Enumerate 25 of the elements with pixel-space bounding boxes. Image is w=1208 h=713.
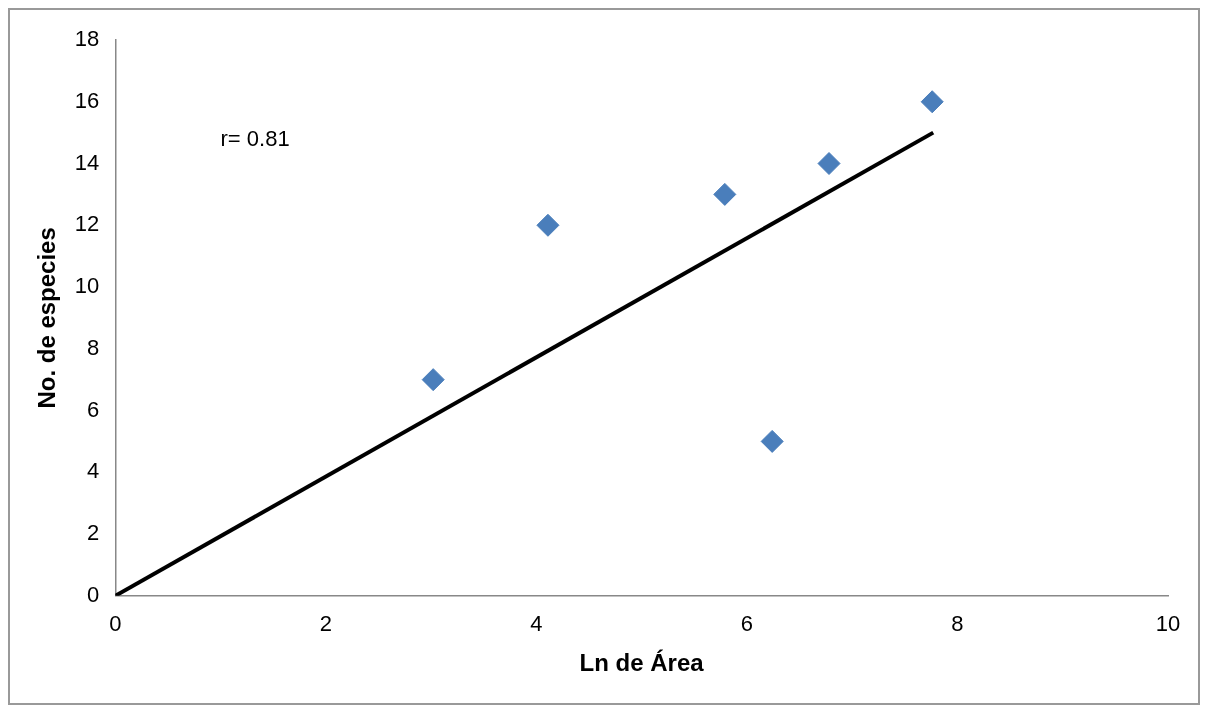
y-tick-label: 18 [74,26,100,52]
y-tick-label: 12 [74,211,100,237]
annotation: r= 0.81 [220,126,290,152]
point [421,368,445,392]
y-tick-label: 0 [87,581,100,607]
x-tick-label: 0 [109,611,122,637]
x-tick-label: 4 [530,611,543,637]
y-tick-label: 8 [87,334,100,360]
y-tick-label: 2 [87,520,100,546]
x-tick-label: 8 [951,611,964,637]
point [536,213,560,237]
y-tick-label: 4 [87,458,100,484]
y-axis-title: No. de especies [33,227,61,409]
y-tick-label: 16 [74,87,100,113]
point [713,182,737,206]
y-tick-label: 6 [87,396,100,422]
point [817,152,841,176]
point [760,429,784,453]
point [920,90,944,114]
y-tick-label: 14 [74,149,100,175]
x-tick-label: 6 [740,611,754,637]
x-tick-label: 10 [1155,611,1181,637]
x-axis-title: Ln de Área [579,649,705,677]
y-tick-label: 10 [74,273,100,299]
x-tick-label: 2 [319,611,332,637]
